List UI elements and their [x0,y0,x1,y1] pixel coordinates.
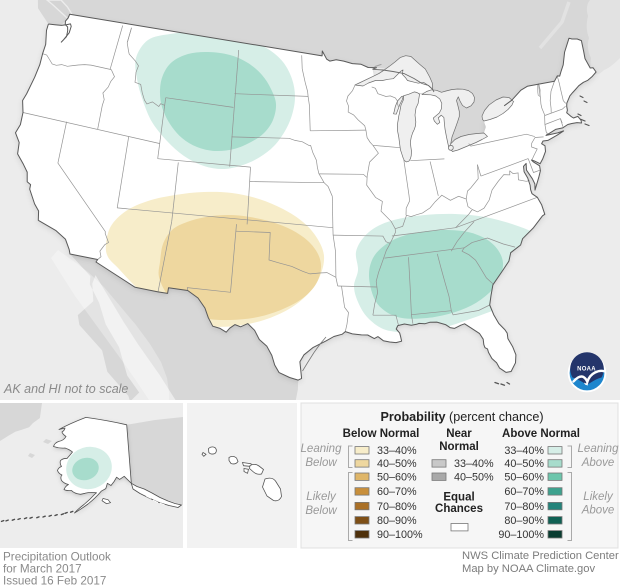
svg-text:Below: Below [305,457,337,469]
svg-text:60–70%: 60–70% [377,486,417,498]
svg-text:90–100%: 90–100% [498,529,544,541]
svg-text:NWS Climate Prediction Center: NWS Climate Prediction Center [462,550,619,562]
svg-text:Chances: Chances [435,503,483,515]
svg-text:50–60%: 50–60% [504,472,544,484]
svg-text:80–90%: 80–90% [377,515,417,527]
svg-text:for March 2017: for March 2017 [3,563,82,576]
svg-text:60–70%: 60–70% [504,486,544,498]
svg-text:Issued 16 Feb 2017: Issued 16 Feb 2017 [3,575,106,585]
svg-text:Precipitation Outlook: Precipitation Outlook [3,551,111,564]
svg-text:Leaning: Leaning [578,443,620,455]
svg-text:Below Normal: Below Normal [343,428,420,440]
svg-text:Likely: Likely [583,491,614,503]
svg-text:70–80%: 70–80% [377,501,417,513]
svg-text:33–40%: 33–40% [504,445,544,457]
svg-text:33–40%: 33–40% [454,458,494,470]
svg-text:40–50%: 40–50% [504,458,544,470]
svg-text:90–100%: 90–100% [377,529,423,541]
svg-text:50–60%: 50–60% [377,472,417,484]
svg-text:Leaning: Leaning [301,443,343,455]
svg-text:Above: Above [581,457,615,469]
svg-text:80–90%: 80–90% [504,515,544,527]
svg-text:40–50%: 40–50% [377,458,417,470]
svg-text:Above Normal: Above Normal [502,428,580,440]
svg-text:Below: Below [305,505,337,517]
svg-text:Likely: Likely [306,491,337,503]
svg-text:40–50%: 40–50% [454,472,494,484]
svg-text:Map by NOAA Climate.gov: Map by NOAA Climate.gov [462,563,595,575]
svg-text:NOAA: NOAA [577,367,596,373]
svg-text:Equal: Equal [443,492,474,504]
svg-text:AK and HI not to scale: AK and HI not to scale [3,382,128,396]
svg-text:Normal: Normal [439,441,479,453]
svg-text:Above: Above [581,505,615,517]
svg-text:Near: Near [446,428,472,440]
svg-text:Probability (percent chance): Probability (percent chance) [380,410,543,424]
svg-text:33–40%: 33–40% [377,445,417,457]
svg-text:70–80%: 70–80% [504,501,544,513]
